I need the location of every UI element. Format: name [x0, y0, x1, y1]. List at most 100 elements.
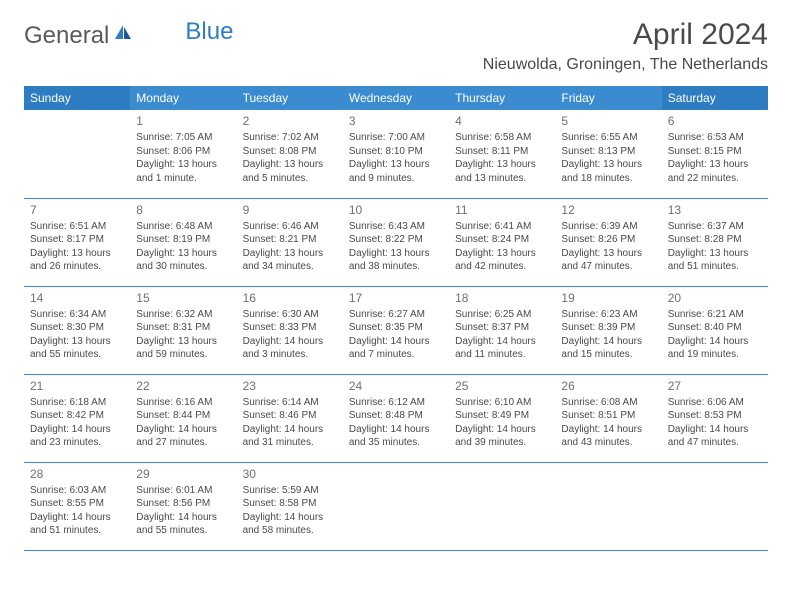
calendar-row: 7Sunrise: 6:51 AMSunset: 8:17 PMDaylight…	[24, 198, 768, 286]
calendar-cell-empty	[662, 462, 768, 550]
daylight-line: Daylight: 13 hours and 42 minutes.	[455, 247, 549, 274]
day-number: 6	[668, 113, 762, 129]
sunrise-line: Sunrise: 7:05 AM	[136, 131, 230, 145]
sunrise-line: Sunrise: 6:53 AM	[668, 131, 762, 145]
day-number: 8	[136, 202, 230, 218]
day-number: 27	[668, 378, 762, 394]
day-number: 5	[561, 113, 655, 129]
day-header: Sunday	[24, 86, 130, 110]
daylight-line: Daylight: 13 hours and 34 minutes.	[243, 247, 337, 274]
calendar-body: 1Sunrise: 7:05 AMSunset: 8:06 PMDaylight…	[24, 110, 768, 550]
calendar-cell: 14Sunrise: 6:34 AMSunset: 8:30 PMDayligh…	[24, 286, 130, 374]
sunset-line: Sunset: 8:55 PM	[30, 497, 124, 511]
daylight-line: Daylight: 14 hours and 19 minutes.	[668, 335, 762, 362]
sunset-line: Sunset: 8:44 PM	[136, 409, 230, 423]
sunset-line: Sunset: 8:31 PM	[136, 321, 230, 335]
daylight-line: Daylight: 13 hours and 1 minute.	[136, 158, 230, 185]
sunset-line: Sunset: 8:40 PM	[668, 321, 762, 335]
calendar-cell: 8Sunrise: 6:48 AMSunset: 8:19 PMDaylight…	[130, 198, 236, 286]
calendar-row: 21Sunrise: 6:18 AMSunset: 8:42 PMDayligh…	[24, 374, 768, 462]
sunrise-line: Sunrise: 6:48 AM	[136, 220, 230, 234]
sunset-line: Sunset: 8:35 PM	[349, 321, 443, 335]
sunrise-line: Sunrise: 6:39 AM	[561, 220, 655, 234]
sunset-line: Sunset: 8:15 PM	[668, 145, 762, 159]
calendar-cell: 20 Sunrise: 6:21 AMSunset: 8:40 PMDayligh…	[662, 286, 768, 374]
sunrise-line: Sunrise: 7:00 AM	[349, 131, 443, 145]
day-number: 9	[243, 202, 337, 218]
sunset-line: Sunset: 8:24 PM	[455, 233, 549, 247]
sail-icon	[113, 23, 133, 48]
calendar-cell: 15Sunrise: 6:32 AMSunset: 8:31 PMDayligh…	[130, 286, 236, 374]
calendar-cell: 6Sunrise: 6:53 AMSunset: 8:15 PMDaylight…	[662, 110, 768, 198]
daylight-line: Daylight: 13 hours and 59 minutes.	[136, 335, 230, 362]
sunrise-line: Sunrise: 5:59 AM	[243, 484, 337, 498]
sunrise-line: Sunrise: 6:43 AM	[349, 220, 443, 234]
daylight-line: Daylight: 13 hours and 9 minutes.	[349, 158, 443, 185]
daylight-line: Daylight: 13 hours and 51 minutes.	[668, 247, 762, 274]
calendar-cell: 28Sunrise: 6:03 AMSunset: 8:55 PMDayligh…	[24, 462, 130, 550]
calendar-cell: 16Sunrise: 6:30 AMSunset: 8:33 PMDayligh…	[237, 286, 343, 374]
daylight-line: Daylight: 13 hours and 55 minutes.	[30, 335, 124, 362]
calendar-cell: 7Sunrise: 6:51 AMSunset: 8:17 PMDaylight…	[24, 198, 130, 286]
day-header-row: SundayMondayTuesdayWednesdayThursdayFrid…	[24, 86, 768, 110]
day-number: 23	[243, 378, 337, 394]
sunset-line: Sunset: 8:37 PM	[455, 321, 549, 335]
daylight-line: Daylight: 14 hours and 43 minutes.	[561, 423, 655, 450]
day-number: 29	[136, 466, 230, 482]
sunrise-line: Sunrise: 6:25 AM	[455, 308, 549, 322]
sunset-line: Sunset: 8:06 PM	[136, 145, 230, 159]
calendar-cell: 21Sunrise: 6:18 AMSunset: 8:42 PMDayligh…	[24, 374, 130, 462]
daylight-line: Daylight: 14 hours and 15 minutes.	[561, 335, 655, 362]
sunrise-line: Sunrise: 6:21 AM	[668, 308, 762, 322]
calendar-row: 1Sunrise: 7:05 AMSunset: 8:06 PMDaylight…	[24, 110, 768, 198]
calendar-cell-empty	[343, 462, 449, 550]
sunrise-line: Sunrise: 6:08 AM	[561, 396, 655, 410]
title-block: April 2024 Nieuwolda, Groningen, The Net…	[483, 18, 768, 74]
day-number: 17	[349, 290, 443, 306]
calendar-cell: 1Sunrise: 7:05 AMSunset: 8:06 PMDaylight…	[130, 110, 236, 198]
sunset-line: Sunset: 8:48 PM	[349, 409, 443, 423]
day-header: Friday	[555, 86, 661, 110]
calendar-cell: 30Sunrise: 5:59 AMSunset: 8:58 PMDayligh…	[237, 462, 343, 550]
calendar-row: 14Sunrise: 6:34 AMSunset: 8:30 PMDayligh…	[24, 286, 768, 374]
calendar-cell: 24Sunrise: 6:12 AMSunset: 8:48 PMDayligh…	[343, 374, 449, 462]
day-number: 15	[136, 290, 230, 306]
sunrise-line: Sunrise: 6:06 AM	[668, 396, 762, 410]
sunrise-line: Sunrise: 6:30 AM	[243, 308, 337, 322]
daylight-line: Daylight: 13 hours and 38 minutes.	[349, 247, 443, 274]
sunrise-line: Sunrise: 6:23 AM	[561, 308, 655, 322]
daylight-line: Daylight: 14 hours and 27 minutes.	[136, 423, 230, 450]
logo-text-2: Blue	[185, 20, 233, 44]
sunset-line: Sunset: 8:46 PM	[243, 409, 337, 423]
sunset-line: Sunset: 8:56 PM	[136, 497, 230, 511]
location: Nieuwolda, Groningen, The Netherlands	[483, 56, 768, 74]
calendar-cell: 26Sunrise: 6:08 AMSunset: 8:51 PMDayligh…	[555, 374, 661, 462]
calendar-cell-empty	[24, 110, 130, 198]
calendar-cell: 5Sunrise: 6:55 AMSunset: 8:13 PMDaylight…	[555, 110, 661, 198]
sunrise-line: Sunrise: 6:10 AM	[455, 396, 549, 410]
day-number: 14	[30, 290, 124, 306]
sunrise-line: Sunrise: 6:41 AM	[455, 220, 549, 234]
sunrise-line: Sunrise: 6:16 AM	[136, 396, 230, 410]
day-number: 20	[668, 290, 762, 306]
sunrise-line: Sunrise: 6:46 AM	[243, 220, 337, 234]
daylight-line: Daylight: 14 hours and 7 minutes.	[349, 335, 443, 362]
sunset-line: Sunset: 8:22 PM	[349, 233, 443, 247]
calendar-cell: 2Sunrise: 7:02 AMSunset: 8:08 PMDaylight…	[237, 110, 343, 198]
daylight-line: Daylight: 14 hours and 47 minutes.	[668, 423, 762, 450]
calendar-cell: 11Sunrise: 6:41 AMSunset: 8:24 PMDayligh…	[449, 198, 555, 286]
daylight-line: Daylight: 14 hours and 11 minutes.	[455, 335, 549, 362]
day-header: Wednesday	[343, 86, 449, 110]
sunset-line: Sunset: 8:42 PM	[30, 409, 124, 423]
day-number: 2	[243, 113, 337, 129]
day-header: Monday	[130, 86, 236, 110]
calendar-cell: 9Sunrise: 6:46 AMSunset: 8:21 PMDaylight…	[237, 198, 343, 286]
sunrise-line: Sunrise: 6:58 AM	[455, 131, 549, 145]
day-header: Tuesday	[237, 86, 343, 110]
daylight-line: Daylight: 14 hours and 3 minutes.	[243, 335, 337, 362]
day-number: 10	[349, 202, 443, 218]
calendar-cell: 29Sunrise: 6:01 AMSunset: 8:56 PMDayligh…	[130, 462, 236, 550]
calendar-cell-empty	[449, 462, 555, 550]
calendar-cell: 4Sunrise: 6:58 AMSunset: 8:11 PMDaylight…	[449, 110, 555, 198]
sunset-line: Sunset: 8:39 PM	[561, 321, 655, 335]
